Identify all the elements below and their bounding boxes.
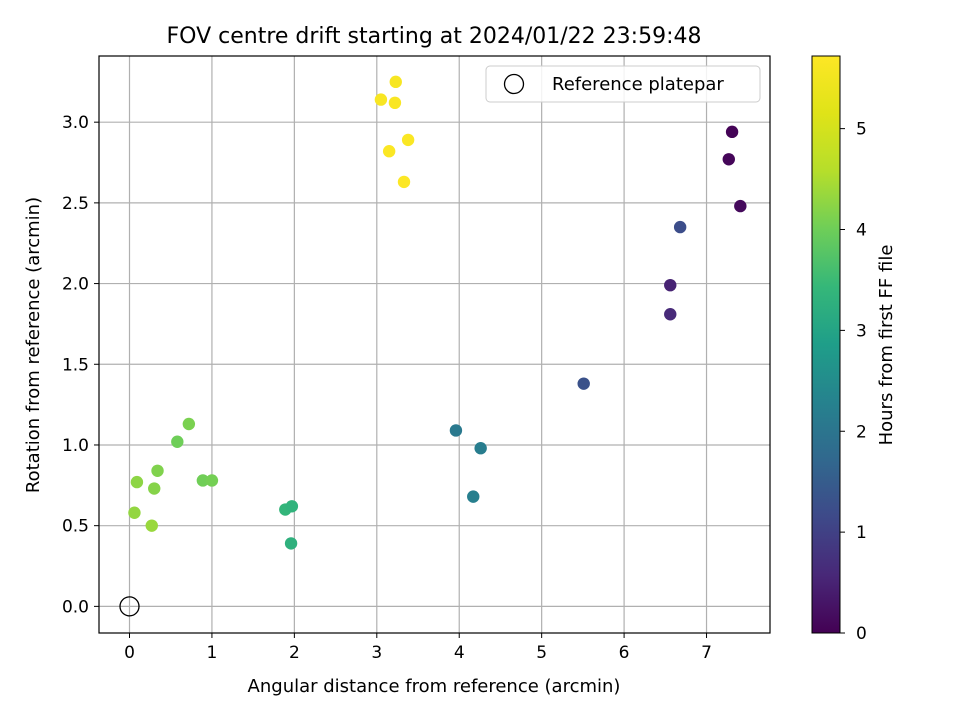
data-point	[664, 278, 677, 292]
data-point	[148, 482, 161, 495]
x-tick-label: 3	[371, 643, 382, 663]
y-tick-label: 2.0	[62, 275, 89, 295]
x-axis-ticks: 0 1 2 3 4 5 6 7	[124, 633, 712, 663]
data-point	[673, 220, 687, 234]
data-point	[388, 96, 402, 110]
data-point	[151, 464, 164, 477]
data-point	[664, 308, 677, 321]
data-point	[205, 474, 219, 487]
grid-lines	[99, 56, 770, 633]
y-axis-ticks: 0.0 0.5 1.0 1.5 2.0 2.5 3.0	[62, 113, 99, 617]
x-tick-label: 1	[207, 643, 218, 663]
data-point	[128, 506, 141, 519]
legend-reference-marker	[503, 73, 525, 95]
y-tick-label: 0.5	[62, 517, 89, 537]
chart-title: FOV centre drift starting at 2024/01/22 …	[167, 24, 702, 49]
colorbar-tick-label: 2	[856, 422, 867, 442]
x-tick-label: 4	[454, 643, 465, 663]
legend: Reference platepar	[485, 65, 761, 103]
colorbar-gradient	[811, 55, 841, 634]
data-point	[401, 133, 415, 147]
colorbar-ticks: 0 1 2 3 4 5	[840, 120, 867, 644]
data-point	[130, 475, 144, 489]
data-point	[734, 199, 747, 213]
data-point	[284, 537, 298, 550]
x-tick-label: 0	[124, 643, 135, 663]
colorbar-tick-label: 4	[856, 221, 867, 241]
data-point	[577, 377, 590, 390]
data-point	[145, 519, 158, 532]
data-point	[196, 474, 210, 487]
y-tick-label: 0.0	[62, 597, 89, 617]
data-point	[725, 125, 739, 139]
data-point	[382, 145, 396, 158]
colorbar-tick-label: 1	[856, 523, 867, 543]
legend-box	[485, 65, 761, 103]
y-tick-label: 1.5	[62, 355, 89, 375]
y-tick-label: 3.0	[62, 113, 89, 133]
legend-entry-label: Reference platepar	[552, 74, 724, 95]
reference-point-marker	[119, 596, 140, 617]
colorbar: 0 1 2 3 4 5 Hours from first FF file	[811, 55, 897, 644]
colorbar-tick-label: 3	[856, 321, 867, 341]
data-point	[474, 441, 487, 455]
x-axis-label: Angular distance from reference (arcmin)	[248, 676, 621, 697]
colorbar-tick-label: 0	[856, 624, 867, 644]
x-tick-label: 6	[619, 643, 630, 663]
x-tick-label: 2	[289, 643, 300, 663]
colorbar-tick-label: 5	[856, 120, 867, 140]
reference-point-layer	[119, 596, 140, 617]
y-tick-label: 2.5	[62, 194, 89, 214]
data-point	[397, 175, 411, 189]
data-point	[285, 500, 299, 513]
data-point	[389, 75, 402, 89]
data-points	[128, 75, 747, 550]
colorbar-label: Hours from first FF file	[876, 245, 897, 446]
plot-area-frame	[98, 55, 771, 634]
data-point	[722, 153, 735, 166]
y-axis-label: Rotation from reference (arcmin)	[23, 197, 44, 493]
data-point	[467, 490, 480, 503]
data-point	[449, 424, 463, 437]
y-tick-label: 1.0	[62, 436, 89, 456]
data-point	[171, 435, 184, 448]
x-tick-label: 7	[701, 643, 712, 663]
data-point	[182, 417, 196, 431]
data-point	[374, 93, 388, 106]
x-tick-label: 5	[536, 643, 547, 663]
